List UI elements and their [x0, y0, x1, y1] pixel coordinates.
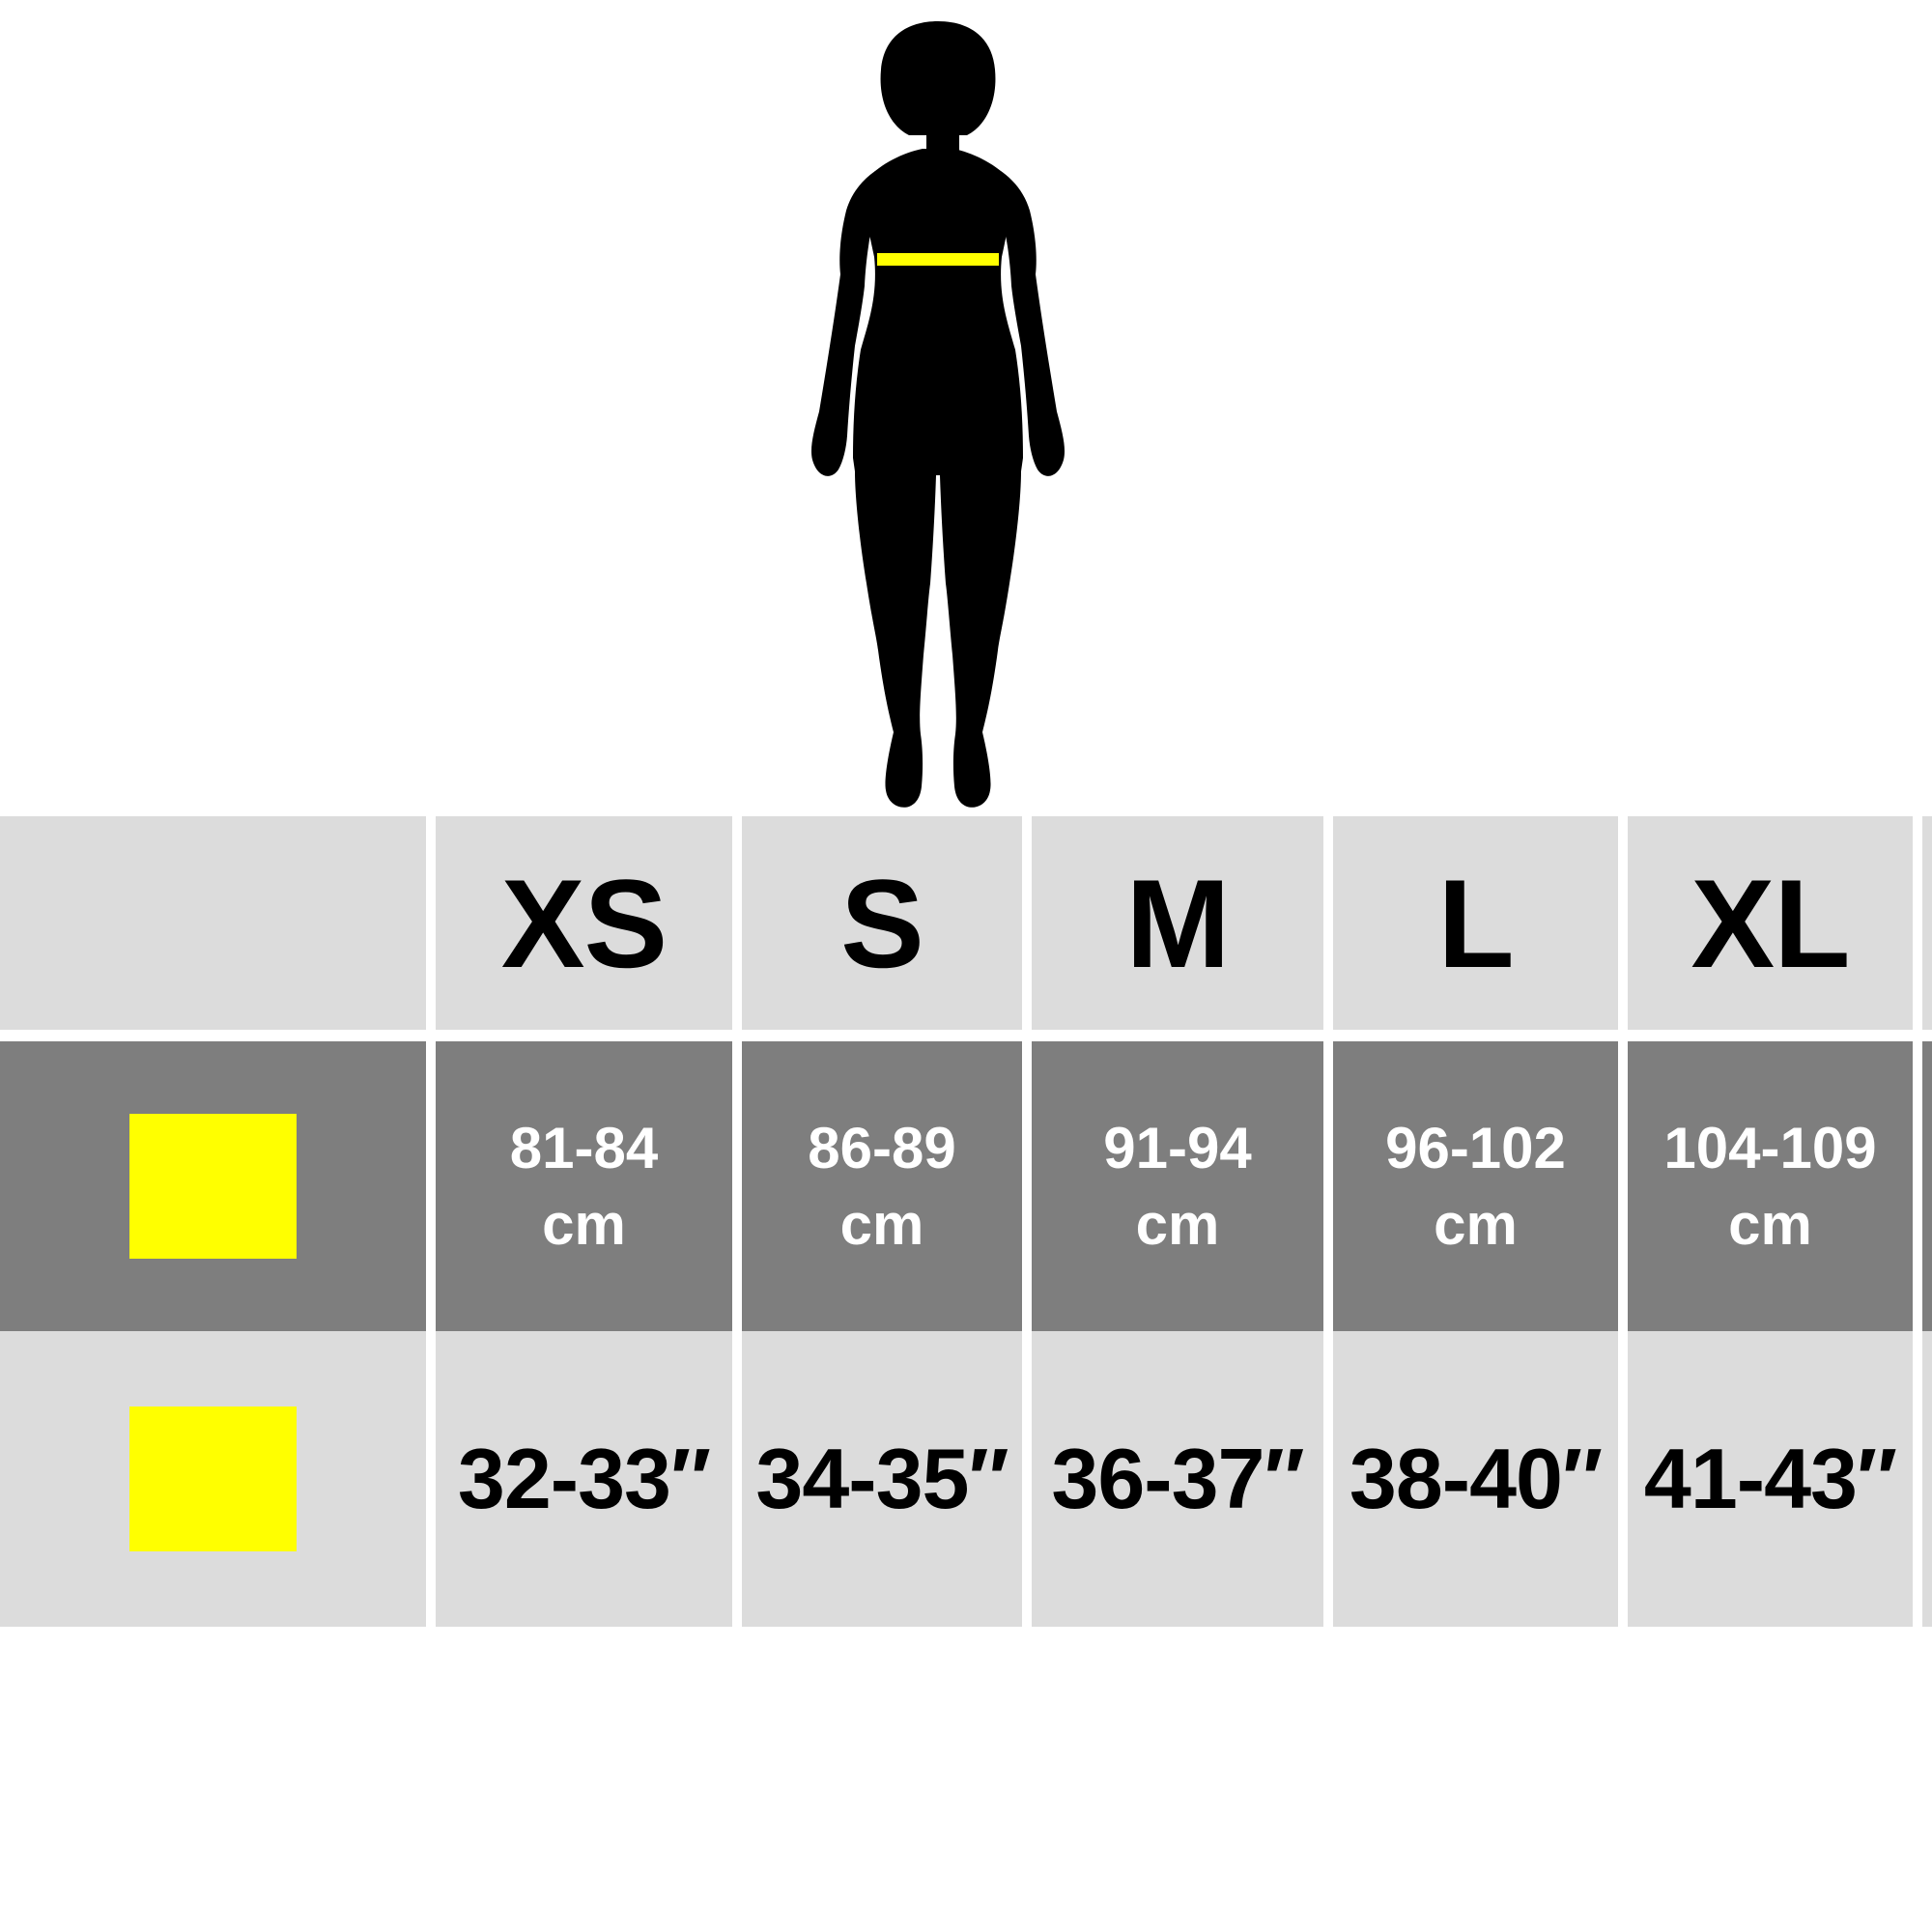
chest-cm-cutoff-cell [1922, 1041, 1932, 1331]
cm-range: 81-84 [509, 1115, 659, 1180]
chest-cm-s: 86-89 cm [742, 1041, 1022, 1331]
chest-in-m: 36-37″ [1032, 1331, 1323, 1627]
chest-in-xs: 32-33″ [436, 1331, 732, 1627]
chest-cm-xl: 104-109 cm [1628, 1041, 1913, 1331]
size-table: XS S M L XL 81-84 cm 86-89 cm 91-94 cm 9… [0, 816, 1932, 1627]
yellow-legend-swatch [129, 1114, 297, 1259]
cm-unit: cm [542, 1192, 626, 1257]
right-arm-shape [980, 160, 1065, 476]
torso-legs-shape [853, 149, 1023, 808]
header-cutoff-cell [1922, 816, 1932, 1041]
chest-in-l: 38-40″ [1333, 1331, 1618, 1627]
header-size-xs: XS [436, 816, 732, 1041]
chest-cm-legend-cell [0, 1041, 426, 1331]
header-size-l: L [1333, 816, 1618, 1041]
chest-in-s: 34-35″ [742, 1331, 1022, 1627]
chest-in-legend-cell [0, 1331, 426, 1627]
cm-unit: cm [1728, 1192, 1812, 1257]
header-size-s: S [742, 816, 1022, 1041]
cm-range: 86-89 [808, 1115, 956, 1180]
chest-in-cutoff-cell [1922, 1331, 1932, 1627]
cm-unit: cm [1135, 1192, 1220, 1257]
header-size-xl: XL [1628, 816, 1913, 1041]
chest-in-xl: 41-43″ [1628, 1331, 1913, 1627]
cm-unit: cm [839, 1192, 924, 1257]
chest-cm-l: 96-102 cm [1333, 1041, 1618, 1331]
chest-cm-xs: 81-84 cm [436, 1041, 732, 1331]
cm-range: 91-94 [1103, 1115, 1252, 1180]
cm-unit: cm [1434, 1192, 1518, 1257]
chest-measurement-band [877, 253, 999, 266]
header-empty-cell [0, 816, 426, 1041]
cm-range: 104-109 [1663, 1115, 1877, 1180]
head-icon [880, 21, 996, 135]
cm-range: 96-102 [1385, 1115, 1566, 1180]
chest-cm-m: 91-94 cm [1032, 1041, 1323, 1331]
header-size-m: M [1032, 816, 1323, 1041]
female-figure-silhouette [810, 21, 1065, 808]
yellow-legend-swatch [129, 1406, 297, 1551]
left-arm-shape [810, 160, 895, 476]
